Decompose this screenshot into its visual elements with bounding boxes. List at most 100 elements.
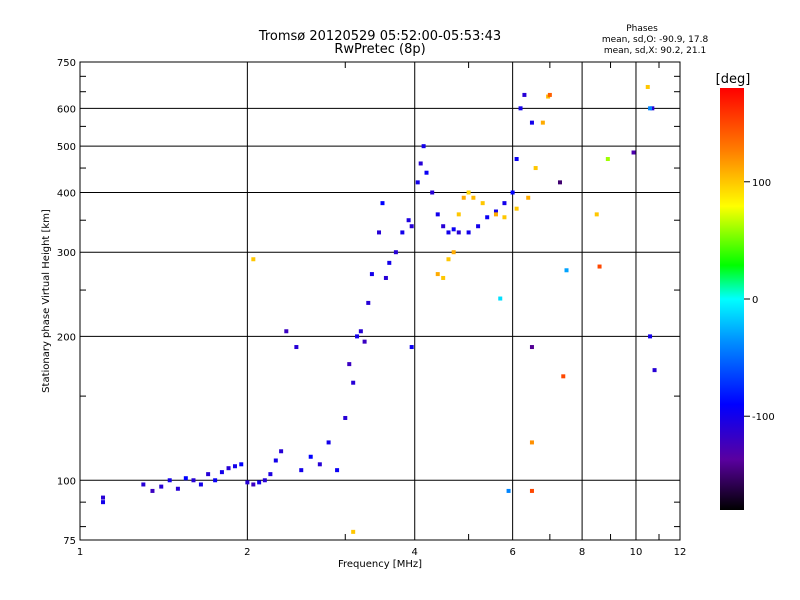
data-point — [476, 224, 481, 229]
data-point — [369, 272, 374, 277]
data-point — [183, 476, 188, 481]
data-point — [652, 368, 657, 373]
colorbar-ticks: 100 0 -100 — [744, 178, 775, 423]
data-point — [251, 257, 256, 262]
data-point — [471, 195, 476, 200]
data-point — [347, 362, 352, 367]
data-point — [362, 339, 367, 344]
data-point — [167, 478, 172, 483]
data-point — [547, 92, 552, 97]
data-point — [366, 300, 371, 305]
data-point — [409, 224, 414, 229]
data-point — [441, 224, 446, 229]
data-point — [480, 201, 485, 206]
data-point — [101, 500, 106, 505]
data-point — [451, 250, 456, 255]
data-point — [358, 329, 363, 334]
data-point — [308, 454, 313, 459]
y-tick-label: 750 — [57, 58, 76, 69]
data-point — [485, 215, 490, 220]
data-point — [387, 260, 392, 265]
data-point — [631, 150, 636, 155]
y-tick-label: 500 — [57, 142, 76, 153]
data-point — [251, 482, 256, 487]
data-point — [406, 218, 411, 223]
data-point — [493, 209, 498, 214]
data-point — [506, 488, 511, 493]
data-point — [377, 230, 382, 235]
grid-lines — [80, 62, 680, 540]
data-point — [648, 334, 653, 339]
data-point — [529, 488, 534, 493]
y-axis-ticks: 75 100 200 300 400 500 600 750 — [57, 58, 680, 547]
data-point — [648, 106, 653, 111]
data-point — [456, 212, 461, 217]
y-tick-label: 100 — [57, 476, 76, 487]
data-point — [273, 458, 278, 463]
data-point — [514, 206, 519, 211]
data-point — [446, 257, 451, 262]
data-point — [451, 227, 456, 232]
data-point — [226, 466, 231, 471]
data-point — [299, 468, 304, 473]
data-point — [284, 329, 289, 334]
chart-title: Tromsø 20120529 05:52:00-05:53:43 — [258, 29, 501, 44]
data-point — [343, 415, 348, 420]
data-point — [502, 201, 507, 206]
data-point — [498, 296, 503, 301]
colorbar — [720, 88, 744, 510]
x-tick-label: 4 — [412, 547, 418, 558]
info-line-x: mean, sd,X: 90.2, 21.1 — [604, 46, 706, 56]
data-point — [435, 272, 440, 277]
data-point — [526, 195, 531, 200]
data-point — [418, 161, 423, 166]
data-point — [383, 275, 388, 280]
data-point — [594, 212, 599, 217]
y-axis-label: Stationary phase Virtual Height [km] — [41, 209, 52, 393]
data-point — [421, 144, 426, 149]
data-point — [326, 440, 331, 445]
y-tick-label: 75 — [63, 536, 76, 547]
data-point — [239, 462, 244, 467]
data-point — [456, 230, 461, 235]
data-point — [213, 478, 218, 483]
data-point — [232, 464, 237, 469]
data-point — [430, 190, 435, 195]
y-tick-label: 400 — [57, 188, 76, 199]
data-point — [335, 468, 340, 473]
x-tick-label: 2 — [244, 547, 250, 558]
data-point — [533, 166, 538, 171]
data-point — [294, 345, 299, 350]
data-point — [529, 345, 534, 350]
data-point — [141, 482, 146, 487]
data-point — [529, 120, 534, 125]
x-axis-label: Frequency [MHz] — [338, 559, 422, 570]
data-point — [380, 201, 385, 206]
data-point — [268, 472, 273, 477]
x-tick-label: 8 — [579, 547, 585, 558]
info-line-o: mean, sd,O: -90.9, 17.8 — [602, 35, 709, 45]
data-point — [351, 380, 356, 385]
data-point — [441, 275, 446, 280]
data-point — [245, 480, 250, 485]
data-point — [424, 170, 429, 175]
colorbar-tick-label: 0 — [752, 295, 758, 306]
data-point — [493, 212, 498, 217]
data-point — [466, 230, 471, 235]
x-tick-label: 10 — [630, 547, 643, 558]
data-point — [564, 268, 569, 273]
y-tick-label: 600 — [57, 104, 76, 115]
data-point — [502, 215, 507, 220]
data-point — [351, 529, 356, 534]
data-point — [279, 449, 284, 454]
data-point — [514, 157, 519, 162]
data-point — [415, 180, 420, 185]
data-point — [529, 440, 534, 445]
scatter-points — [101, 84, 657, 534]
data-point — [400, 230, 405, 235]
plot-frame — [79, 61, 681, 541]
data-point — [257, 480, 262, 485]
data-point — [466, 190, 471, 195]
data-point — [561, 374, 566, 379]
chart-subtitle: RwPretec (8p) — [334, 42, 425, 57]
